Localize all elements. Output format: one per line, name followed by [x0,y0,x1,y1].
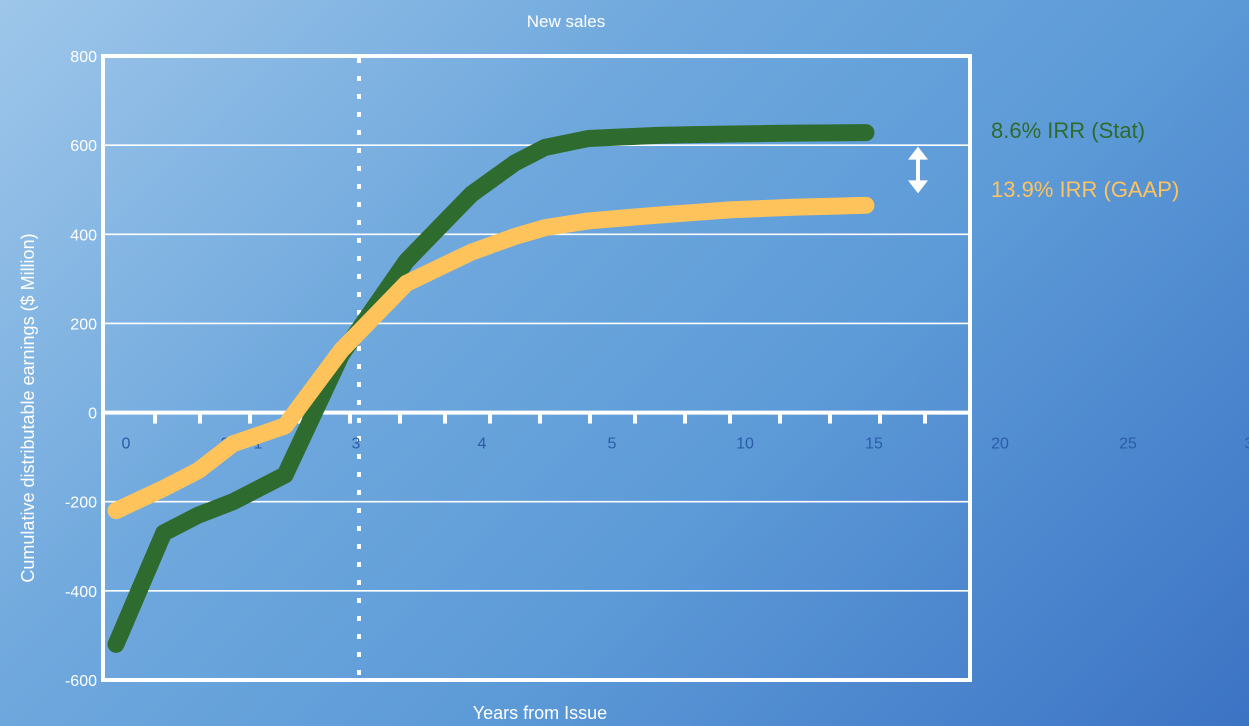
y-tick-label: -400 [65,584,97,601]
y-tick-label: 400 [70,227,97,244]
x-tick-label: 20 [991,436,1009,453]
y-tick-label: -600 [65,673,97,690]
stat-series-label: 8.6% IRR (Stat) [991,118,1145,143]
irr-gap-arrow [908,147,928,194]
x-tick-label: 10 [736,436,754,453]
series-layer [116,133,866,645]
x-tick-label: 15 [865,436,883,453]
x-tick-label: 3 [352,436,361,453]
series-labels: 8.6% IRR (Stat) 13.9% IRR (GAAP) [991,118,1179,202]
y-tick-label: 600 [70,138,97,155]
y-axis: 800 600 400 200 0 -200 -400 -600 [65,49,97,690]
x-axis-label: Years from Issue [473,703,607,723]
gaap-series-label: 13.9% IRR (GAAP) [991,177,1179,202]
y-tick-label: 200 [70,316,97,333]
x-tick-label: 4 [478,436,487,453]
chart-title: New sales [527,12,605,31]
y-tick-label: -200 [65,495,97,512]
x-tick-label: 0 [122,436,131,453]
x-tick-label: 5 [608,436,617,453]
y-tick-label: 0 [88,406,97,423]
arrow-head-down [908,180,928,193]
arrow-head-up [908,147,928,160]
y-axis-label: Cumulative distributable earnings ($ Mil… [18,233,38,582]
x-tick-label: 25 [1119,436,1137,453]
y-tick-label: 800 [70,49,97,66]
gaap-series-line [116,205,866,510]
x-tick-label: 3 [1245,436,1249,453]
